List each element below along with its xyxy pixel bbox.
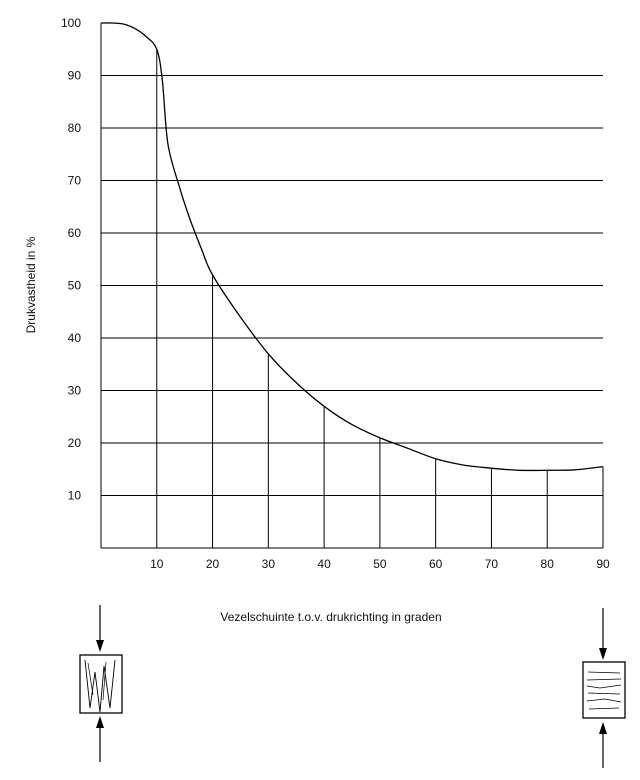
x-tick-label: 40 [317, 557, 331, 571]
y-tick-label: 30 [68, 384, 82, 398]
chart-axes [100, 23, 603, 549]
x-axis-label: Vezelschuinte t.o.v. drukrichting in gra… [220, 610, 441, 624]
x-tick-label: 90 [596, 557, 610, 571]
y-tick-label: 70 [68, 174, 82, 188]
y-tick-label: 100 [61, 16, 81, 30]
x-tick-label: 50 [373, 557, 387, 571]
x-tick-label: 30 [262, 557, 276, 571]
wood-block-grain-perpendicular-icon [582, 608, 626, 768]
tick-labels: 10 20 30 40 50 60 70 80 90 100 10 20 30 40 50 60 70 80 90 [61, 16, 610, 571]
y-axis-label: Drukvastheid in % [24, 236, 38, 333]
y-tick-label: 20 [68, 436, 82, 450]
chart-series [100, 22, 604, 472]
y-tick-label: 50 [68, 279, 82, 293]
y-tick-label: 90 [68, 69, 82, 83]
wood-block-grain-parallel-icon [79, 605, 123, 762]
y-tick-label: 40 [68, 331, 82, 345]
x-tick-label: 70 [485, 557, 499, 571]
x-tick-label: 80 [541, 557, 555, 571]
chart-grid [101, 49, 604, 548]
y-tick-label: 60 [68, 226, 82, 240]
x-tick-label: 20 [206, 557, 220, 571]
x-tick-label: 10 [150, 557, 164, 571]
y-tick-label: 80 [68, 121, 82, 135]
x-tick-label: 60 [429, 557, 443, 571]
series-line-strength-curve [100, 22, 604, 472]
y-tick-label: 10 [68, 489, 82, 503]
